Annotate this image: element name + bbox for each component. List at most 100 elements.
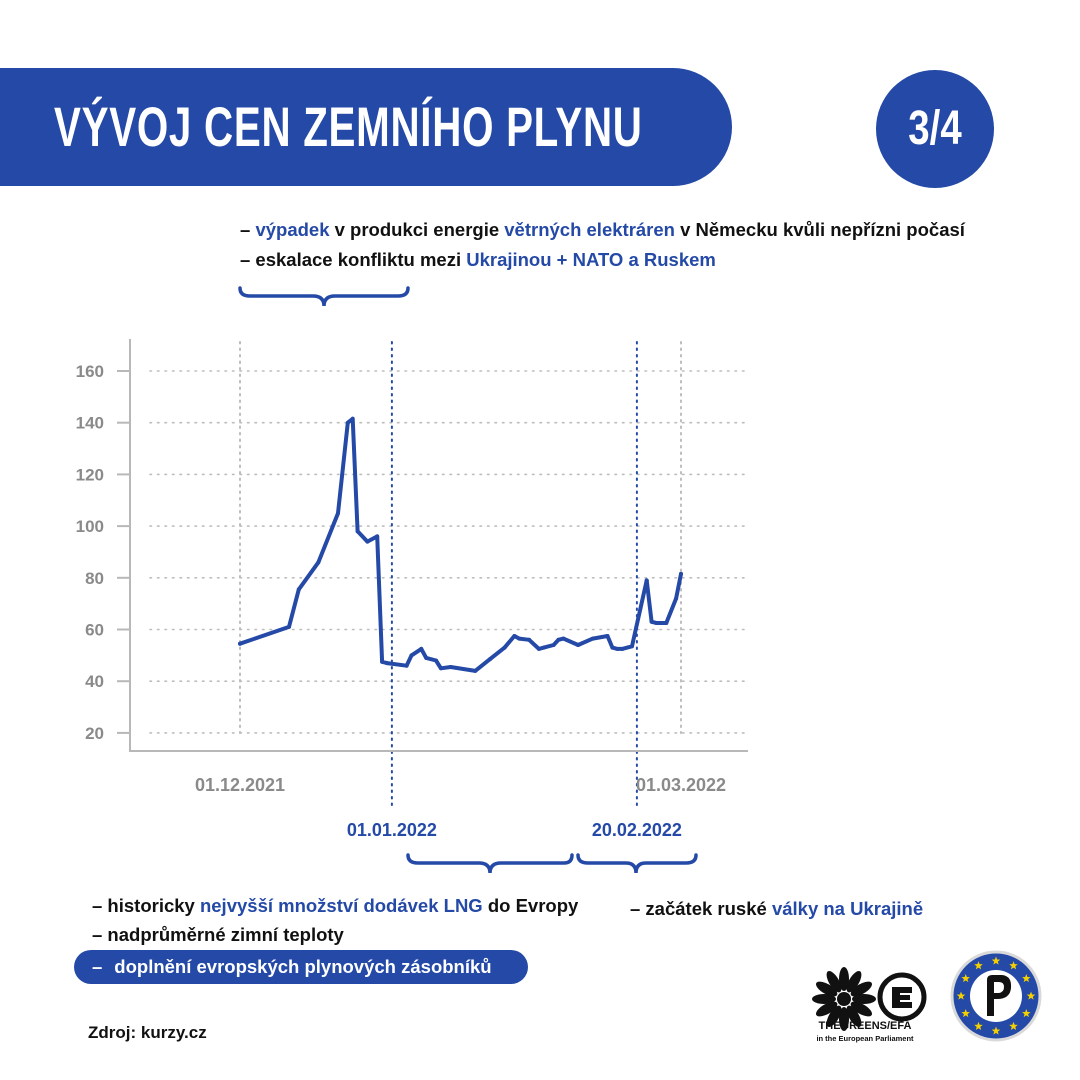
bottom-brace-right xyxy=(576,853,698,874)
price-point-31 xyxy=(590,636,595,641)
greens-petal-shape xyxy=(839,967,849,991)
price-point-20 xyxy=(487,657,492,662)
greens-petal-shape xyxy=(850,981,873,997)
price-point-5 xyxy=(345,420,350,425)
greens-logo-text: THEGREENS/EFA xyxy=(818,1020,912,1032)
chart-axes xyxy=(129,339,748,752)
bottom-note-1-highlight: nejvyšší množství dodávek LNG xyxy=(199,895,483,916)
price-point-7 xyxy=(355,529,360,534)
price-point-32 xyxy=(605,634,610,638)
bottom-note-1-text-a: – historicky xyxy=(92,895,200,916)
eu-star-icon xyxy=(991,956,1001,965)
price-point-16 xyxy=(434,658,438,663)
top-note-2: – eskalace konfliktu mezi Ukrajinou + NA… xyxy=(240,249,716,271)
bottom-note-1: – historicky nejvyšší množství dodávek L… xyxy=(92,895,578,917)
eu-star-icon xyxy=(974,961,983,970)
greens-petal-shape xyxy=(839,1007,849,1031)
date-marker-label-3: 01.03.2022 xyxy=(636,775,726,795)
price-point-9 xyxy=(375,534,380,539)
eu-star-icon xyxy=(1022,974,1031,983)
price-point-28 xyxy=(556,637,561,642)
price-point-10 xyxy=(380,659,385,664)
price-point-11 xyxy=(385,661,389,666)
price-point-34 xyxy=(615,646,620,651)
top-note-2-highlight: Ukrajinou + NATO a Ruskem xyxy=(466,249,716,270)
price-point-29 xyxy=(561,636,566,641)
price-series-line-0 xyxy=(238,416,683,673)
eu-star-icon xyxy=(974,1021,983,1030)
top-note-1-text-a: v produkci energie xyxy=(329,219,505,240)
title-banner: VÝVOJ CEN ZEMNÍHO PLYNU xyxy=(0,68,732,186)
eu-star-icon xyxy=(1022,1009,1031,1018)
bottom-note-2: – nadprůměrné zimní teploty xyxy=(92,924,344,945)
greens-petal-shape xyxy=(846,1005,862,1028)
tick-layer: 20 40 60 80 100 120 140 160 xyxy=(76,362,130,743)
bottom-note-1-text-b: do Evropy xyxy=(482,895,579,916)
price-point-39 xyxy=(654,621,659,625)
price-point-37 xyxy=(644,578,649,583)
greens-petal-shape xyxy=(852,994,876,1004)
greens-petal-shape xyxy=(850,1001,873,1017)
eu-star-icon xyxy=(1009,961,1018,970)
greens-petal-shape xyxy=(826,1005,842,1028)
page-indicator-badge: 3/4 xyxy=(876,70,994,188)
price-point-25 xyxy=(536,646,541,651)
y-tick-label-140: 140 xyxy=(76,414,104,433)
top-note-1-dash: – xyxy=(240,219,256,240)
price-point-14 xyxy=(419,646,424,651)
price-point-18 xyxy=(448,665,453,669)
greens-petal-shape xyxy=(815,1001,838,1017)
price-point-36 xyxy=(630,644,634,649)
pill-text: doplnění evropských plynových zásobníků xyxy=(114,956,492,977)
greens-petal-shape xyxy=(826,970,842,993)
pill-dash: – xyxy=(92,956,103,977)
bottom-note-right: – začátek ruské války na Ukrajině xyxy=(630,898,923,920)
y-tick-label-40: 40 xyxy=(85,672,104,691)
page-title: VÝVOJ CEN ZEMNÍHO PLYNU xyxy=(54,95,643,158)
price-point-27 xyxy=(551,643,556,647)
source-note: Zdroj: kurzy.cz xyxy=(88,1023,207,1042)
price-point-43 xyxy=(679,571,683,576)
eu-star-icon xyxy=(961,1009,970,1018)
price-point-40 xyxy=(659,621,664,625)
eu-star-icon xyxy=(961,974,970,983)
y-tick-label-60: 60 xyxy=(85,621,104,640)
top-brace xyxy=(238,286,410,307)
top-note-1-highlight-b: větrných elektráren xyxy=(504,219,675,240)
price-point-38 xyxy=(649,619,654,624)
price-point-22 xyxy=(512,634,517,638)
line-layer xyxy=(238,416,683,673)
price-point-12 xyxy=(404,663,409,668)
greens-efa-logo-icon xyxy=(812,967,927,1031)
price-point-1 xyxy=(287,624,291,629)
bottom-brace-left xyxy=(406,853,574,874)
marker-layer xyxy=(239,341,682,806)
y-tick-label-20: 20 xyxy=(85,724,104,743)
price-point-4 xyxy=(336,511,340,516)
price-point-30 xyxy=(576,643,581,647)
price-point-19 xyxy=(473,668,478,673)
greens-petal-shape xyxy=(812,994,836,1004)
y-tick-label-80: 80 xyxy=(85,569,104,588)
price-point-3 xyxy=(316,560,321,565)
y-tick-label-120: 120 xyxy=(76,465,104,484)
date-marker-label-2: 20.02.2022 xyxy=(592,820,682,840)
greens-petal-shape xyxy=(846,970,862,993)
eu-star-icon xyxy=(956,991,966,1000)
page-indicator: 3/4 xyxy=(908,102,962,155)
price-point-26 xyxy=(541,645,546,650)
price-point-2 xyxy=(296,587,301,592)
top-note-2-text: – eskalace konfliktu mezi xyxy=(240,249,467,270)
price-point-17 xyxy=(438,666,443,671)
eu-star-icon xyxy=(1026,991,1036,1000)
price-point-24 xyxy=(527,637,532,642)
price-point-8 xyxy=(365,539,370,544)
price-point-0 xyxy=(238,641,242,646)
price-point-33 xyxy=(610,645,615,650)
price-point-21 xyxy=(502,645,507,650)
price-point-41 xyxy=(664,621,669,625)
eu-star-icon xyxy=(991,1026,1001,1035)
date-marker-label-1: 01.01.2022 xyxy=(347,820,437,840)
bottom-note-right-highlight: války na Ukrajině xyxy=(771,898,924,919)
bottom-note-right-text: – začátek ruské xyxy=(630,898,772,919)
